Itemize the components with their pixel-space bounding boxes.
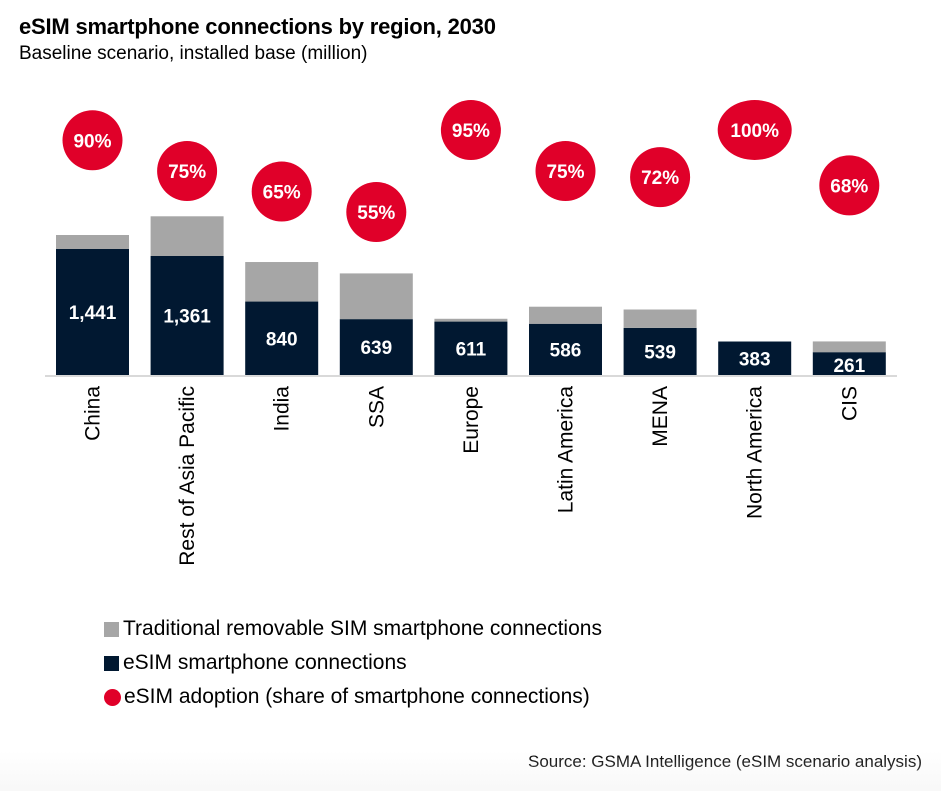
legend-item-traditional-sim: Traditional removable SIM smartphone con… xyxy=(104,617,602,641)
legend-label: Traditional removable SIM smartphone con… xyxy=(123,617,602,640)
adoption-label-latin-america: 75% xyxy=(546,162,584,183)
adoption-bubble-mena xyxy=(630,147,691,208)
bar-esim-china xyxy=(56,249,129,375)
x-tick-label-latin-america: Latin America xyxy=(555,386,578,514)
chart-title: eSIM smartphone connections by region, 2… xyxy=(19,14,496,39)
adoption-label-india: 65% xyxy=(263,183,301,204)
bar-value-label-china: 1,441 xyxy=(69,303,117,324)
bar-traditional-latin-america xyxy=(529,306,602,324)
bar-value-label-mena: 539 xyxy=(644,342,676,363)
bar-traditional-china xyxy=(56,235,129,249)
legend-item-esim: eSIM smartphone connections xyxy=(104,651,407,675)
adoption-label-china: 90% xyxy=(73,131,111,152)
bar-esim-cis xyxy=(812,352,886,375)
legend-swatch-red-circle-icon xyxy=(104,688,121,706)
bar-traditional-cis xyxy=(812,341,886,353)
adoption-label-cis: 68% xyxy=(830,176,868,197)
bar-value-label-ssa: 639 xyxy=(360,338,392,359)
adoption-bubble-ssa xyxy=(346,182,407,242)
bar-value-label-north-america: 383 xyxy=(739,349,771,370)
adoption-label-rest-of-asia-pacific: 75% xyxy=(168,162,206,183)
adoption-label-europe: 95% xyxy=(452,121,490,142)
adoption-bubble-india xyxy=(251,161,312,222)
adoption-bubble-europe xyxy=(440,100,501,160)
bar-esim-europe xyxy=(434,321,508,375)
x-tick-label-rest-of-asia-pacific: Rest of Asia Pacific xyxy=(176,386,199,566)
x-tick-label-ssa: SSA xyxy=(365,386,388,428)
adoption-label-north-america: 100% xyxy=(730,121,779,142)
legend-item-esim-adoption: eSIM adoption (share of smartphone conne… xyxy=(104,685,590,709)
bar-esim-rest-of-asia-pacific xyxy=(150,255,224,375)
adoption-bubble-latin-america xyxy=(535,141,596,201)
x-tick-label-mena: MENA xyxy=(649,386,672,447)
adoption-bubble-china xyxy=(62,110,123,171)
bar-traditional-india xyxy=(245,262,319,302)
bar-esim-ssa xyxy=(339,319,413,375)
legend-label: eSIM adoption (share of smartphone conne… xyxy=(124,685,590,708)
bar-traditional-europe xyxy=(434,318,508,322)
bar-esim-north-america xyxy=(718,341,792,375)
adoption-bubble-cis xyxy=(819,155,880,216)
legend-label: eSIM smartphone connections xyxy=(123,651,407,674)
source-note: Source: GSMA Intelligence (eSIM scenario… xyxy=(527,752,922,771)
x-tick-label-north-america: North America xyxy=(744,386,767,519)
bar-value-label-india: 840 xyxy=(266,329,298,350)
bar-value-label-rest-of-asia-pacific: 1,361 xyxy=(163,306,211,327)
x-tick-labels-group: China Rest of Asia Pacific India SSA Europe L… xyxy=(82,386,862,566)
bar-traditional-rest-of-asia-pacific xyxy=(150,216,224,256)
adoption-bubble-rest-of-asia-pacific xyxy=(157,141,218,201)
x-tick-label-china: China xyxy=(82,386,105,441)
adoption-bubble-north-america xyxy=(717,100,792,160)
bar-esim-latin-america xyxy=(529,323,602,375)
bar-traditional-mena xyxy=(623,309,697,328)
bar-esim-mena xyxy=(623,327,697,375)
bar-esim-india xyxy=(245,301,319,375)
legend-swatch-gray-square-icon xyxy=(104,621,119,637)
legend-swatch-navy-square-icon xyxy=(104,655,119,671)
x-tick-label-india: India xyxy=(271,386,294,432)
bars-group: 1,441 1,361 840 639 611 586 539 383 261 xyxy=(56,216,886,377)
adoption-label-mena: 72% xyxy=(641,168,679,189)
adoption-label-ssa: 55% xyxy=(357,203,395,224)
chart-subtitle: Baseline scenario, installed base (milli… xyxy=(19,43,368,64)
bar-value-label-europe: 611 xyxy=(456,339,487,360)
x-tick-label-europe: Europe xyxy=(460,386,483,454)
x-tick-label-cis: CIS xyxy=(838,386,861,421)
bar-traditional-ssa xyxy=(339,273,413,320)
bar-value-label-latin-america: 586 xyxy=(550,340,582,361)
bar-value-label-cis: 261 xyxy=(833,356,865,377)
adoption-bubbles-group: 90% 75% 65% 55% 95% 75% 72% 100% 68% xyxy=(62,100,880,242)
